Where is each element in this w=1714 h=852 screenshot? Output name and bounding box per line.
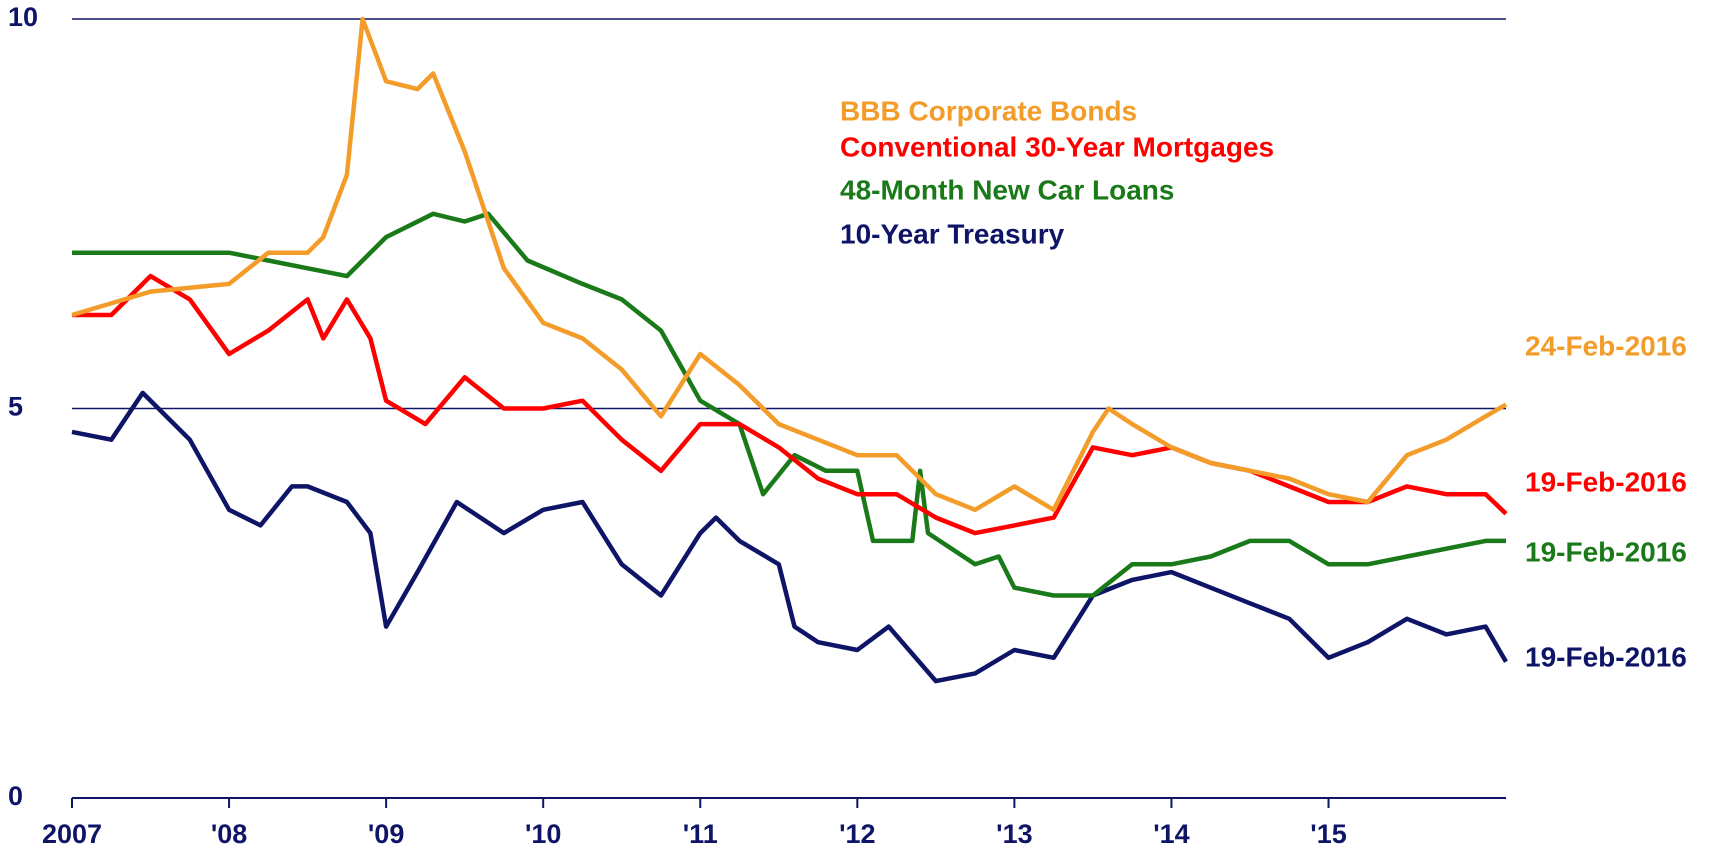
x-tick-label: '13: [996, 819, 1032, 849]
legend-label: BBB Corporate Bonds: [840, 95, 1137, 126]
y-tick-label: 0: [8, 781, 23, 811]
x-tick-label: '10: [525, 819, 561, 849]
x-tick-label: '11: [683, 819, 718, 849]
series-line: [72, 211, 1506, 598]
legend-label: Conventional 30-Year Mortgages: [840, 131, 1274, 162]
y-tick-label: 5: [8, 392, 23, 422]
x-tick-label: 2007: [42, 819, 102, 849]
y-tick-label: 10: [8, 2, 38, 32]
series-line: [71, 390, 1508, 684]
x-tick-label: '12: [839, 819, 875, 849]
series-line: [72, 273, 1508, 536]
end-label: 24-Feb-2016: [1525, 330, 1687, 361]
x-tick-label: '08: [211, 819, 247, 849]
legend-label: 48-Month New Car Loans: [840, 174, 1174, 205]
end-label: 19-Feb-2016: [1525, 641, 1687, 672]
legend-label: 10-Year Treasury: [840, 218, 1065, 249]
end-label: 19-Feb-2016: [1525, 536, 1687, 567]
x-tick-label: '15: [1310, 819, 1346, 849]
series-line: [71, 16, 1508, 513]
x-tick-label: '14: [1153, 819, 1189, 849]
end-label: 19-Feb-2016: [1525, 466, 1687, 497]
x-tick-label: '09: [368, 819, 404, 849]
